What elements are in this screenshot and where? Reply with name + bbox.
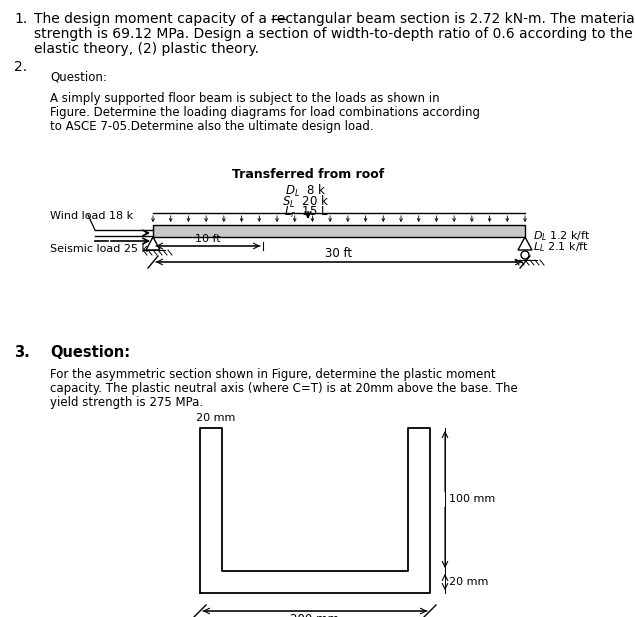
Text: 200 mm: 200 mm (290, 613, 340, 617)
Text: Question:: Question: (50, 345, 130, 360)
Text: A simply supported floor beam is subject to the loads as shown in: A simply supported floor beam is subject… (50, 92, 439, 105)
Text: Figure. Determine the loading diagrams for load combinations according: Figure. Determine the loading diagrams f… (50, 106, 480, 119)
Text: $D_L$ 1.2 k/ft: $D_L$ 1.2 k/ft (533, 229, 591, 243)
Text: 1.: 1. (14, 12, 27, 26)
Text: 10 ft: 10 ft (195, 234, 221, 244)
Text: Seismic load 25 k: Seismic load 25 k (50, 244, 148, 254)
Text: 2.: 2. (14, 60, 27, 74)
Text: The design moment capacity of a rectangular beam section is 2.72 kN-m. The mater: The design moment capacity of a rectangu… (34, 12, 635, 26)
Text: 20 mm: 20 mm (449, 577, 488, 587)
Text: 20 mm: 20 mm (196, 413, 236, 423)
Text: $S_L$  20 k: $S_L$ 20 k (283, 194, 330, 210)
Text: Transferred from roof: Transferred from roof (232, 168, 384, 181)
Bar (153, 225, 525, 237)
Text: strength is 69.12 MPa. Design a section of width-to-depth ratio of 0.6 according: strength is 69.12 MPa. Design a section … (34, 27, 635, 41)
Text: 30 ft: 30 ft (325, 247, 352, 260)
Text: For the asymmetric section shown in Figure, determine the plastic moment: For the asymmetric section shown in Figu… (50, 368, 496, 381)
Text: elastic theory, (2) plastic theory.: elastic theory, (2) plastic theory. (34, 42, 259, 56)
Text: Wind load 18 k: Wind load 18 k (50, 211, 133, 221)
Text: yield strength is 275 MPa.: yield strength is 275 MPa. (50, 396, 203, 409)
Text: $L_r$  15 L: $L_r$ 15 L (284, 205, 328, 220)
Text: $L_L$ 2.1 k/ft: $L_L$ 2.1 k/ft (533, 240, 589, 254)
Text: 3.: 3. (14, 345, 30, 360)
Text: to ASCE 7-05.Determine also the ultimate design load.: to ASCE 7-05.Determine also the ultimate… (50, 120, 373, 133)
Text: capacity. The plastic neutral axis (where C=T) is at 20mm above the base. The: capacity. The plastic neutral axis (wher… (50, 382, 518, 395)
Text: 100 mm: 100 mm (449, 494, 495, 505)
Text: $D_L$  8 k: $D_L$ 8 k (285, 183, 327, 199)
Text: Question:: Question: (50, 70, 107, 83)
